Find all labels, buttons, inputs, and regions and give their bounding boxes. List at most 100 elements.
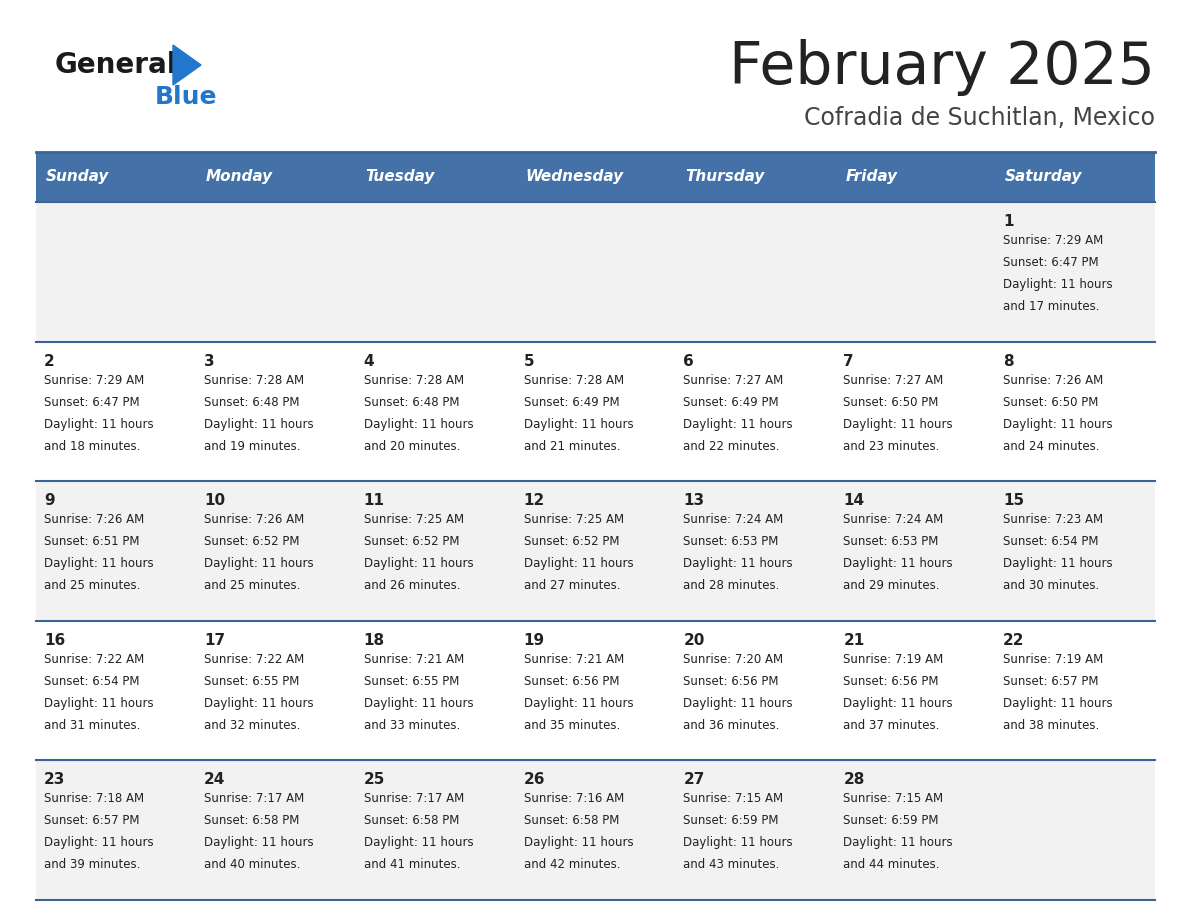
Text: Sunrise: 7:18 AM: Sunrise: 7:18 AM <box>44 792 144 805</box>
Text: and 39 minutes.: and 39 minutes. <box>44 858 140 871</box>
Text: Sunrise: 7:15 AM: Sunrise: 7:15 AM <box>683 792 784 805</box>
Text: Sunrise: 7:17 AM: Sunrise: 7:17 AM <box>364 792 465 805</box>
Bar <box>835 481 996 621</box>
Text: and 40 minutes.: and 40 minutes. <box>204 858 301 871</box>
Text: Sunrise: 7:19 AM: Sunrise: 7:19 AM <box>1003 653 1104 666</box>
Text: Daylight: 11 hours: Daylight: 11 hours <box>44 557 153 570</box>
Bar <box>996 760 1155 900</box>
Text: Sunrise: 7:21 AM: Sunrise: 7:21 AM <box>524 653 624 666</box>
Text: 13: 13 <box>683 493 704 509</box>
Text: 1: 1 <box>1003 214 1013 229</box>
Text: Sunrise: 7:27 AM: Sunrise: 7:27 AM <box>843 374 943 386</box>
Bar <box>996 481 1155 621</box>
Text: Sunset: 6:52 PM: Sunset: 6:52 PM <box>364 535 460 548</box>
Text: and 17 minutes.: and 17 minutes. <box>1003 300 1100 313</box>
Bar <box>676 202 835 341</box>
Text: Sunset: 6:56 PM: Sunset: 6:56 PM <box>683 675 779 688</box>
Text: 20: 20 <box>683 633 704 648</box>
Text: Sunset: 6:47 PM: Sunset: 6:47 PM <box>1003 256 1099 269</box>
Text: Daylight: 11 hours: Daylight: 11 hours <box>1003 418 1113 431</box>
Bar <box>835 202 996 341</box>
Bar <box>516 760 676 900</box>
Text: Sunset: 6:55 PM: Sunset: 6:55 PM <box>364 675 459 688</box>
Bar <box>835 621 996 760</box>
Text: 10: 10 <box>204 493 225 509</box>
Text: and 28 minutes.: and 28 minutes. <box>683 579 779 592</box>
Text: Daylight: 11 hours: Daylight: 11 hours <box>204 418 314 431</box>
Text: and 41 minutes.: and 41 minutes. <box>364 858 460 871</box>
Text: 5: 5 <box>524 353 535 369</box>
Text: Sunset: 6:49 PM: Sunset: 6:49 PM <box>524 396 619 409</box>
Text: 4: 4 <box>364 353 374 369</box>
Text: and 35 minutes.: and 35 minutes. <box>524 719 620 732</box>
Bar <box>676 621 835 760</box>
Text: Sunrise: 7:15 AM: Sunrise: 7:15 AM <box>843 792 943 805</box>
Text: Daylight: 11 hours: Daylight: 11 hours <box>524 557 633 570</box>
Text: and 26 minutes.: and 26 minutes. <box>364 579 460 592</box>
Bar <box>676 760 835 900</box>
Bar <box>676 152 835 202</box>
Text: 25: 25 <box>364 772 385 788</box>
Bar <box>36 621 196 760</box>
Bar <box>36 481 196 621</box>
Text: Sunrise: 7:23 AM: Sunrise: 7:23 AM <box>1003 513 1104 526</box>
Bar <box>196 621 355 760</box>
Text: Sunset: 6:56 PM: Sunset: 6:56 PM <box>524 675 619 688</box>
Text: Sunrise: 7:22 AM: Sunrise: 7:22 AM <box>44 653 144 666</box>
Text: Sunset: 6:54 PM: Sunset: 6:54 PM <box>1003 535 1099 548</box>
Text: 17: 17 <box>204 633 225 648</box>
Text: and 31 minutes.: and 31 minutes. <box>44 719 140 732</box>
Bar <box>36 341 196 481</box>
Text: Sunset: 6:48 PM: Sunset: 6:48 PM <box>364 396 460 409</box>
Text: Daylight: 11 hours: Daylight: 11 hours <box>524 697 633 710</box>
Text: and 44 minutes.: and 44 minutes. <box>843 858 940 871</box>
Text: Daylight: 11 hours: Daylight: 11 hours <box>524 836 633 849</box>
Text: Daylight: 11 hours: Daylight: 11 hours <box>204 836 314 849</box>
Text: Sunset: 6:58 PM: Sunset: 6:58 PM <box>364 814 459 827</box>
Text: 9: 9 <box>44 493 55 509</box>
Bar <box>516 152 676 202</box>
Bar <box>36 202 196 341</box>
Text: 24: 24 <box>204 772 226 788</box>
Text: Sunset: 6:52 PM: Sunset: 6:52 PM <box>524 535 619 548</box>
Text: Sunset: 6:51 PM: Sunset: 6:51 PM <box>44 535 139 548</box>
Text: 22: 22 <box>1003 633 1024 648</box>
Bar <box>516 621 676 760</box>
Text: Monday: Monday <box>206 170 273 185</box>
Text: Sunset: 6:56 PM: Sunset: 6:56 PM <box>843 675 939 688</box>
Text: 23: 23 <box>44 772 65 788</box>
Text: Daylight: 11 hours: Daylight: 11 hours <box>204 697 314 710</box>
Bar <box>996 341 1155 481</box>
Text: Daylight: 11 hours: Daylight: 11 hours <box>44 836 153 849</box>
Text: 28: 28 <box>843 772 865 788</box>
Text: Sunset: 6:57 PM: Sunset: 6:57 PM <box>44 814 139 827</box>
Bar <box>676 341 835 481</box>
Text: Sunset: 6:58 PM: Sunset: 6:58 PM <box>524 814 619 827</box>
Text: and 43 minutes.: and 43 minutes. <box>683 858 779 871</box>
Bar <box>516 202 676 341</box>
Text: Sunrise: 7:24 AM: Sunrise: 7:24 AM <box>843 513 943 526</box>
Text: Thursday: Thursday <box>685 170 765 185</box>
Text: 12: 12 <box>524 493 545 509</box>
Bar <box>996 152 1155 202</box>
Text: Daylight: 11 hours: Daylight: 11 hours <box>364 418 473 431</box>
Text: Sunrise: 7:20 AM: Sunrise: 7:20 AM <box>683 653 784 666</box>
Text: Saturday: Saturday <box>1005 170 1082 185</box>
Text: Sunset: 6:47 PM: Sunset: 6:47 PM <box>44 396 140 409</box>
Text: 11: 11 <box>364 493 385 509</box>
Text: Sunset: 6:48 PM: Sunset: 6:48 PM <box>204 396 299 409</box>
Text: 2: 2 <box>44 353 55 369</box>
Text: and 21 minutes.: and 21 minutes. <box>524 440 620 453</box>
Text: 8: 8 <box>1003 353 1013 369</box>
Text: Daylight: 11 hours: Daylight: 11 hours <box>683 418 794 431</box>
Text: Sunrise: 7:28 AM: Sunrise: 7:28 AM <box>524 374 624 386</box>
Text: and 37 minutes.: and 37 minutes. <box>843 719 940 732</box>
Text: and 20 minutes.: and 20 minutes. <box>364 440 460 453</box>
Text: Sunrise: 7:17 AM: Sunrise: 7:17 AM <box>204 792 304 805</box>
Text: Sunrise: 7:24 AM: Sunrise: 7:24 AM <box>683 513 784 526</box>
Text: Daylight: 11 hours: Daylight: 11 hours <box>364 697 473 710</box>
Text: Sunrise: 7:26 AM: Sunrise: 7:26 AM <box>1003 374 1104 386</box>
Text: Sunset: 6:55 PM: Sunset: 6:55 PM <box>204 675 299 688</box>
Text: Sunset: 6:53 PM: Sunset: 6:53 PM <box>683 535 779 548</box>
Text: 7: 7 <box>843 353 854 369</box>
